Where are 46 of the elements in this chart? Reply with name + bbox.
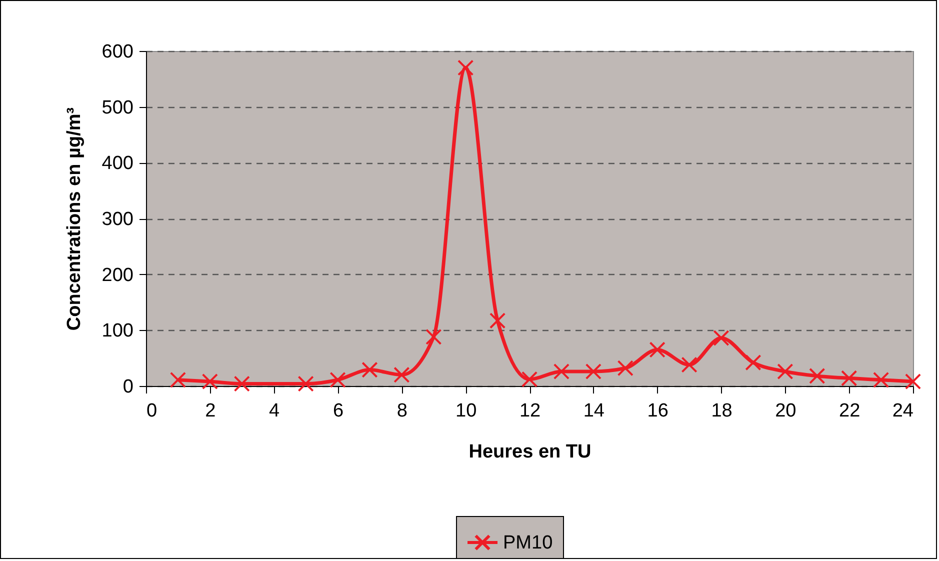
point: [170, 372, 186, 388]
point: [202, 373, 218, 390]
x-tick-label: 4: [269, 400, 280, 422]
x-tick-label: 20: [775, 400, 796, 422]
point: [617, 360, 634, 376]
y-tick-label: 600: [102, 42, 134, 62]
point: [681, 356, 698, 373]
y-tick-label: 400: [102, 153, 134, 174]
x-tick-label: 0: [146, 400, 158, 422]
y-tick-label: 0: [122, 376, 134, 398]
y-tick-label: 100: [102, 320, 134, 342]
point: [298, 376, 314, 392]
point: [553, 363, 570, 380]
point: [489, 312, 506, 329]
point: [809, 368, 826, 384]
point: [394, 366, 410, 383]
point: [234, 376, 250, 392]
point: [521, 371, 538, 388]
x-tick-label: 22: [839, 400, 860, 422]
x-tick-label: 6: [332, 400, 344, 422]
point: [330, 372, 346, 388]
x-tick-label: 12: [519, 400, 541, 422]
point: [745, 354, 762, 371]
x-tick-label: 16: [647, 400, 668, 422]
point: [426, 328, 442, 345]
point: [904, 373, 922, 390]
point: [713, 330, 730, 346]
point: [585, 363, 602, 380]
point: [458, 60, 474, 76]
x-tick-label: 10: [456, 400, 477, 422]
x-tick-label: 2: [205, 400, 216, 422]
point: [841, 370, 858, 386]
x-tick-label: 14: [583, 400, 605, 422]
y-tick-label: 500: [102, 97, 134, 118]
x-tick-label: 24: [892, 400, 914, 422]
point: [362, 362, 378, 378]
x-axis-title: Heures en TU: [468, 442, 592, 462]
y-tick-label: 300: [102, 209, 134, 230]
point: [777, 363, 794, 380]
x-tick-label: 18: [711, 400, 732, 422]
point: [649, 342, 666, 358]
y-tick-label: 200: [102, 264, 134, 286]
y-axis-title: Concentrations en µg/m³: [64, 107, 85, 331]
legend-label: PM10: [503, 532, 553, 554]
point: [872, 372, 890, 388]
x-tick-label: 8: [396, 400, 408, 422]
